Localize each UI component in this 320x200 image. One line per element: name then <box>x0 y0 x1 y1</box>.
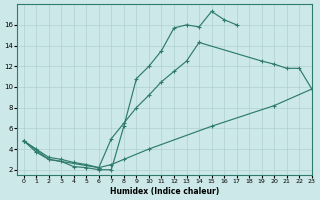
X-axis label: Humidex (Indice chaleur): Humidex (Indice chaleur) <box>110 187 219 196</box>
